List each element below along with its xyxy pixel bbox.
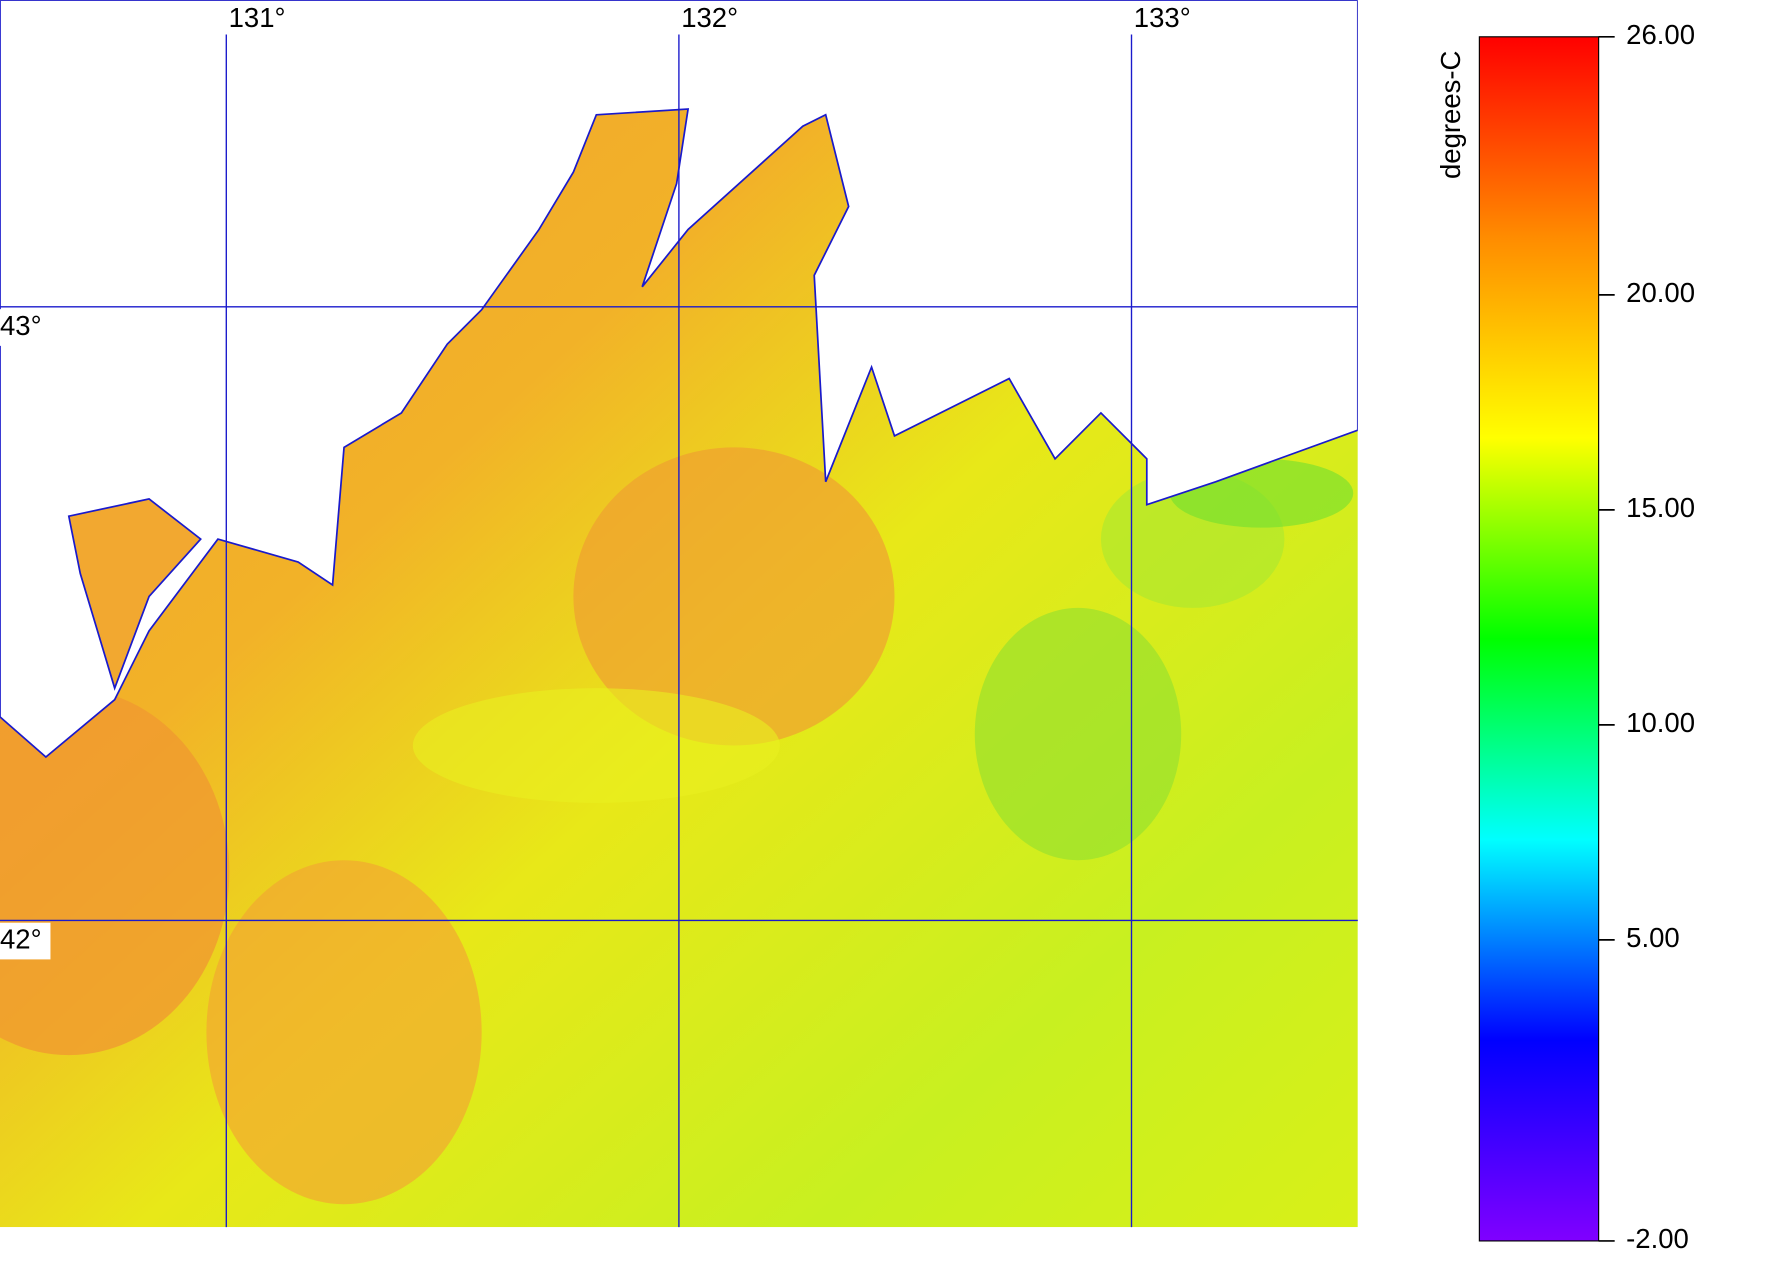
cool-band [412,688,780,803]
lat-label-bg [0,309,51,346]
lat-label-bg [0,922,51,960]
graticule: 131° 132° 133° 43° 42° [0,2,1358,1228]
colorbar-tick-label: 15.00 [1626,492,1695,523]
colorbar-tick-label: 26.00 [1626,19,1695,50]
colorbar-label: degrees-C [1435,51,1466,179]
cool-patch [974,607,1182,861]
warm-patch [206,860,482,1205]
land [0,0,1358,759]
colorbar: degrees-C 26.00 20.00 15.00 10.00 5.00 -2.00 [1435,19,1695,1254]
colorbar-tick-label: -2.00 [1626,1223,1689,1254]
peninsula [67,498,202,691]
warm-patch [0,688,230,1056]
lon-label: 132° [681,2,738,33]
colorbar-tick-label: 5.00 [1626,922,1680,953]
lon-label: 133° [1134,2,1191,33]
lon-label: 131° [229,2,286,33]
lat-label: 43° [0,310,42,341]
colorbar-tick-label: 10.00 [1626,707,1695,738]
lat-label: 42° [0,923,42,954]
warm-patch [573,447,895,746]
colorbar-tick-label: 20.00 [1626,277,1695,308]
colorbar-ramp [1478,36,1600,1242]
